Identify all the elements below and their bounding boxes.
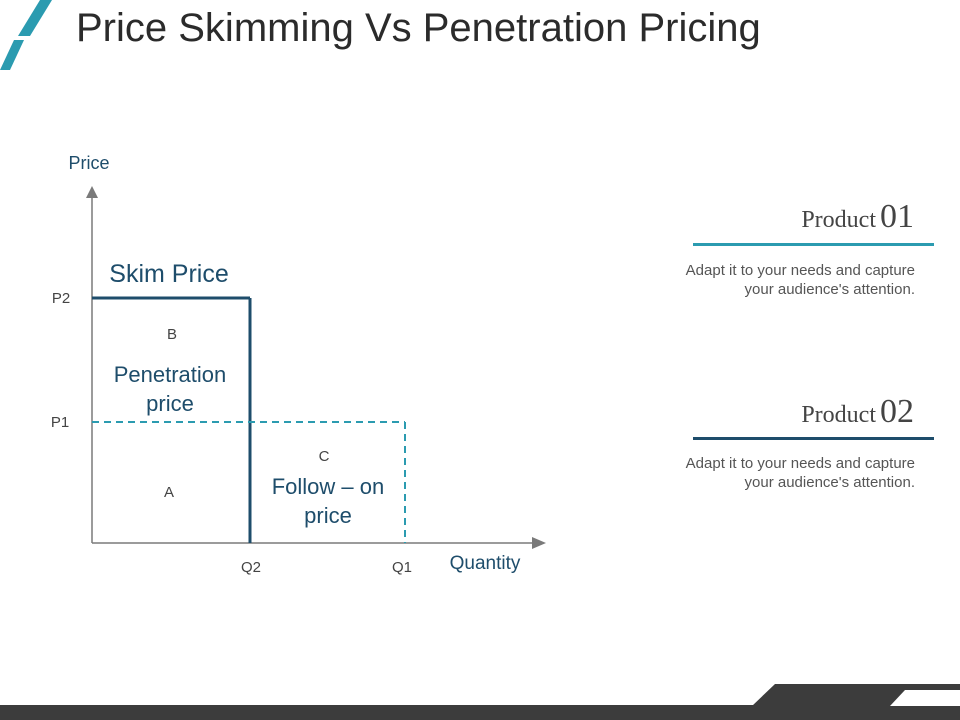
tick-p2: P2	[52, 290, 70, 307]
product-01-word: Product	[801, 207, 876, 233]
region-a-label: A	[164, 484, 174, 501]
footer-bar	[0, 705, 960, 720]
product-01-rule	[693, 243, 934, 246]
tick-q1: Q1	[392, 559, 412, 576]
product-02-word: Product	[801, 402, 876, 428]
corner-slash-top	[18, 0, 52, 36]
region-b-label: B	[167, 326, 177, 343]
product-01-heading: Product 01	[801, 198, 914, 236]
penetration-price-label-line1: Penetration	[114, 362, 227, 387]
footer-accent-light-strip	[905, 684, 960, 687]
product-01-description: Adapt it to your needs and capture your …	[685, 262, 915, 298]
skim-price-label: Skim Price	[109, 260, 228, 288]
follow-on-price-label-line1: Follow – on	[272, 474, 385, 499]
footer-accent-light	[890, 690, 960, 706]
corner-slash-bottom	[0, 40, 24, 70]
y-axis-arrow	[86, 186, 98, 198]
penetration-price-label-line2: price	[146, 391, 194, 416]
product-02-heading: Product 02	[801, 393, 914, 431]
product-02-number: 02	[880, 393, 914, 430]
tick-q2: Q2	[241, 559, 261, 576]
tick-p1: P1	[51, 414, 69, 431]
y-axis-label: Price	[68, 153, 109, 173]
follow-on-price-label-line2: price	[304, 503, 352, 528]
region-c-label: C	[319, 448, 330, 465]
product-01-number: 01	[880, 198, 914, 235]
product-02-description: Adapt it to your needs and capture your …	[685, 455, 915, 491]
slide-title: Price Skimming Vs Penetration Pricing	[76, 6, 761, 50]
x-axis-arrow	[532, 537, 546, 549]
product-02-rule	[693, 437, 934, 440]
x-axis-label: Quantity	[450, 553, 521, 574]
